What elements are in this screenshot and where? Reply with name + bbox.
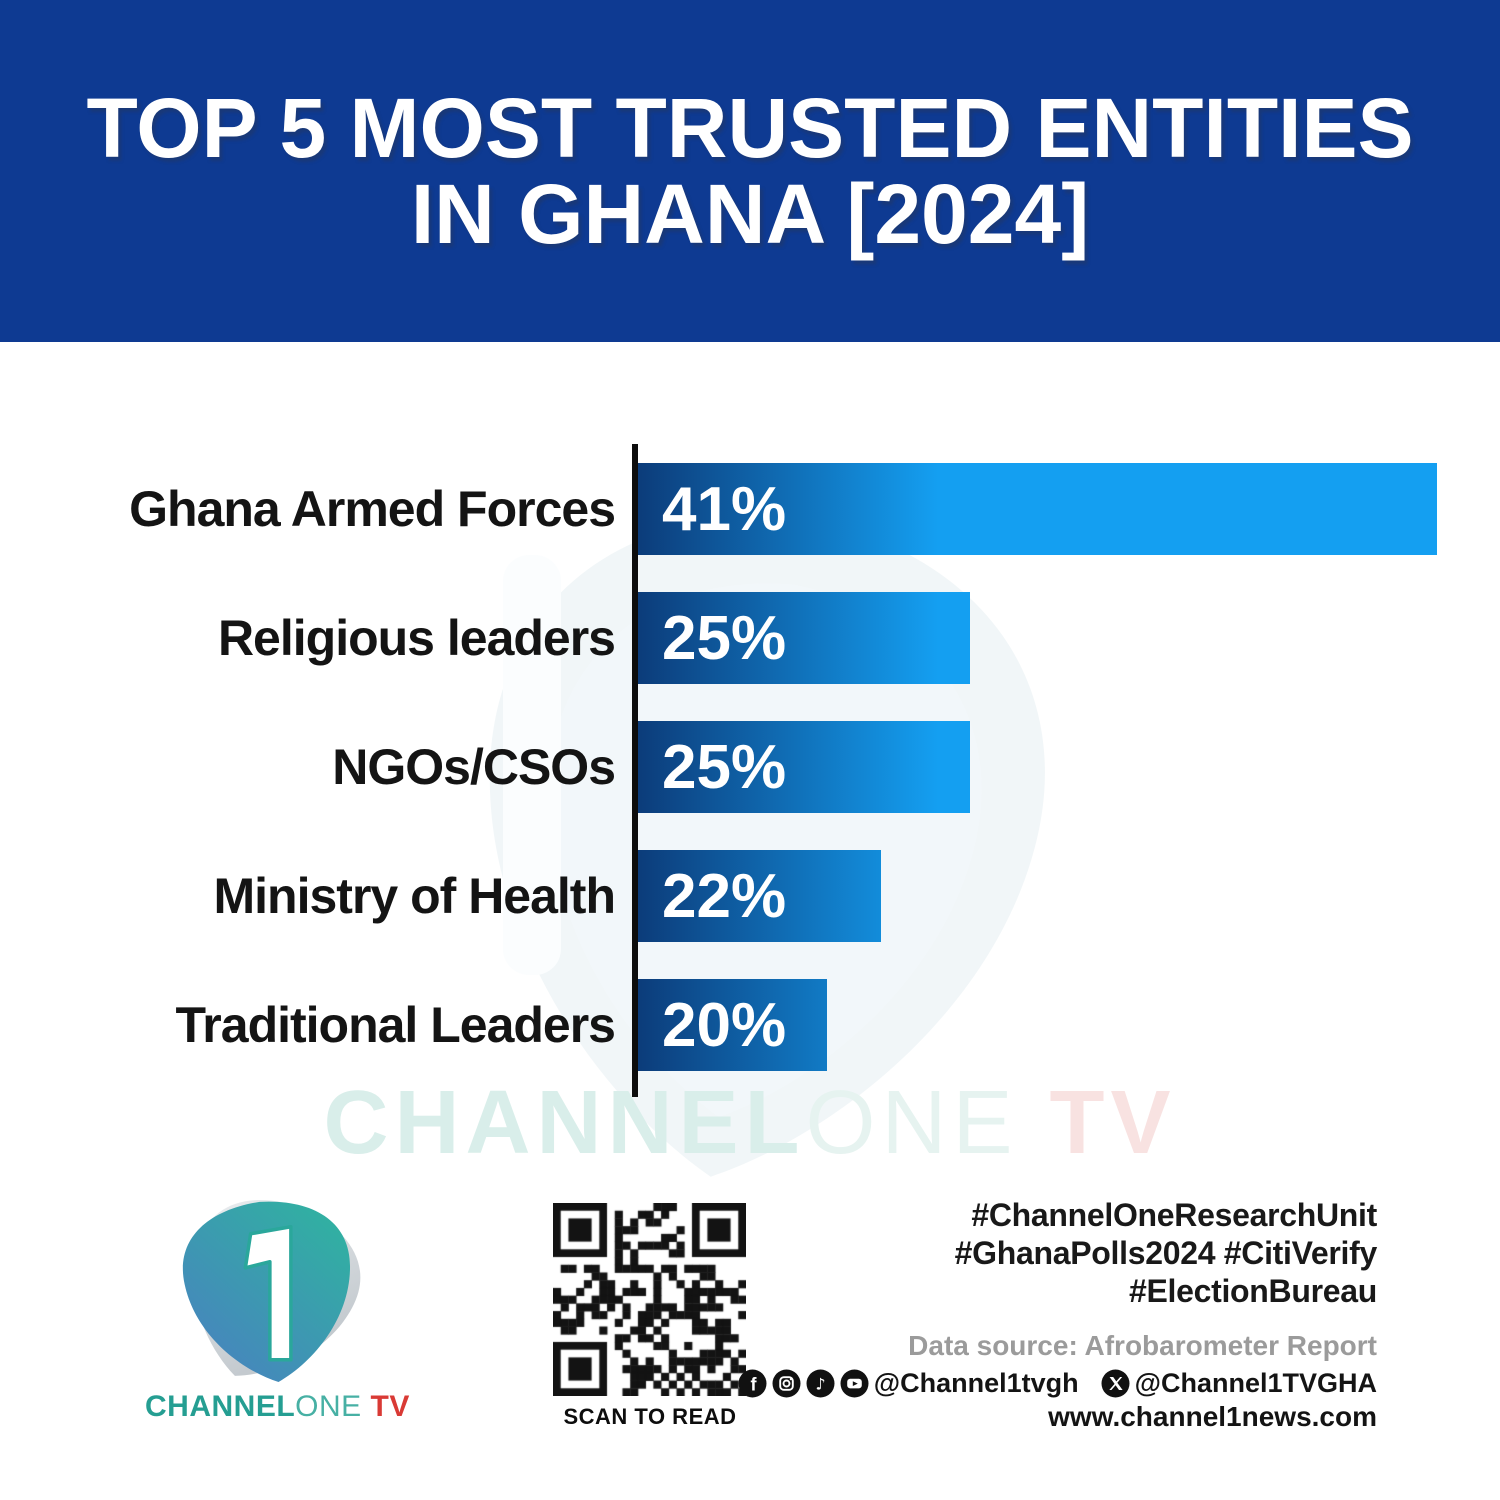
- logo-numeral-1: [243, 1225, 293, 1362]
- qr-code: [553, 1203, 746, 1396]
- social-handle-2: @Channel1TVGHA: [1134, 1368, 1377, 1398]
- social-handle-1: @Channel1tvgh: [873, 1368, 1079, 1398]
- svg-text:♪: ♪: [815, 1375, 825, 1394]
- hashtag-line-1: #ChannelOneResearchUnit: [971, 1197, 1377, 1233]
- logo-wordmark: CHANNELONE TV: [145, 1390, 445, 1424]
- channel-one-watermark: CHANNELONE TV: [0, 1078, 1500, 1168]
- bar-value-label: 25%: [662, 603, 787, 673]
- page-title-line2: IN GHANA [2024]: [410, 167, 1090, 261]
- logo-text-one: ONE: [295, 1390, 362, 1423]
- category-label: NGOs/CSOs: [332, 739, 616, 795]
- channel-one-logo: [183, 1200, 361, 1383]
- logo-pick: [183, 1201, 351, 1383]
- youtube-icon: [840, 1369, 869, 1398]
- website-url: www.channel1news.com: [1048, 1401, 1377, 1432]
- qr-caption: SCAN TO READ: [563, 1404, 737, 1429]
- hashtags-block: #ChannelOneResearchUnit #GhanaPolls2024 …: [954, 1196, 1378, 1310]
- bar: 20%: [638, 979, 827, 1071]
- watermark-tv: TV: [1018, 1073, 1177, 1173]
- svg-text:f: f: [750, 1375, 757, 1395]
- bar-value-label: 20%: [662, 990, 787, 1060]
- bar-value-label: 22%: [662, 861, 787, 931]
- page-title-line1: TOP 5 MOST TRUSTED ENTITIES: [86, 81, 1414, 175]
- data-source-text: Data source: Afrobarometer Report: [908, 1330, 1377, 1361]
- watermark-channel: CHANNEL: [323, 1073, 806, 1173]
- bar: 41%: [638, 463, 1437, 555]
- bar: 22%: [638, 850, 881, 942]
- category-label: Ministry of Health: [213, 868, 616, 924]
- logo-text-channel: CHANNEL: [145, 1390, 296, 1423]
- category-label: Religious leaders: [217, 610, 616, 666]
- x-twitter-icon: [1101, 1369, 1130, 1398]
- watermark-one: ONE: [805, 1073, 1019, 1173]
- bar-value-label: 25%: [662, 732, 787, 802]
- category-label: Traditional Leaders: [175, 997, 616, 1053]
- instagram-icon: [772, 1369, 801, 1398]
- social-row: f ♪ @Channel1tvgh @Channel1TVGHA: [738, 1368, 1377, 1399]
- tiktok-icon: ♪: [806, 1369, 835, 1398]
- category-label: Ghana Armed Forces: [129, 481, 616, 537]
- bar: 25%: [638, 592, 970, 684]
- hashtag-line-2: #GhanaPolls2024 #CitiVerify: [954, 1235, 1378, 1271]
- hashtag-line-3: #ElectionBureau: [1128, 1273, 1377, 1309]
- chart-axis-line: [632, 444, 638, 1097]
- bar-value-label: 41%: [662, 474, 787, 544]
- bar: 25%: [638, 721, 970, 813]
- header-banner: TOP 5 MOST TRUSTED ENTITIES IN GHANA [20…: [0, 0, 1500, 342]
- facebook-icon: f: [738, 1369, 767, 1398]
- logo-text-tv: TV: [361, 1390, 410, 1423]
